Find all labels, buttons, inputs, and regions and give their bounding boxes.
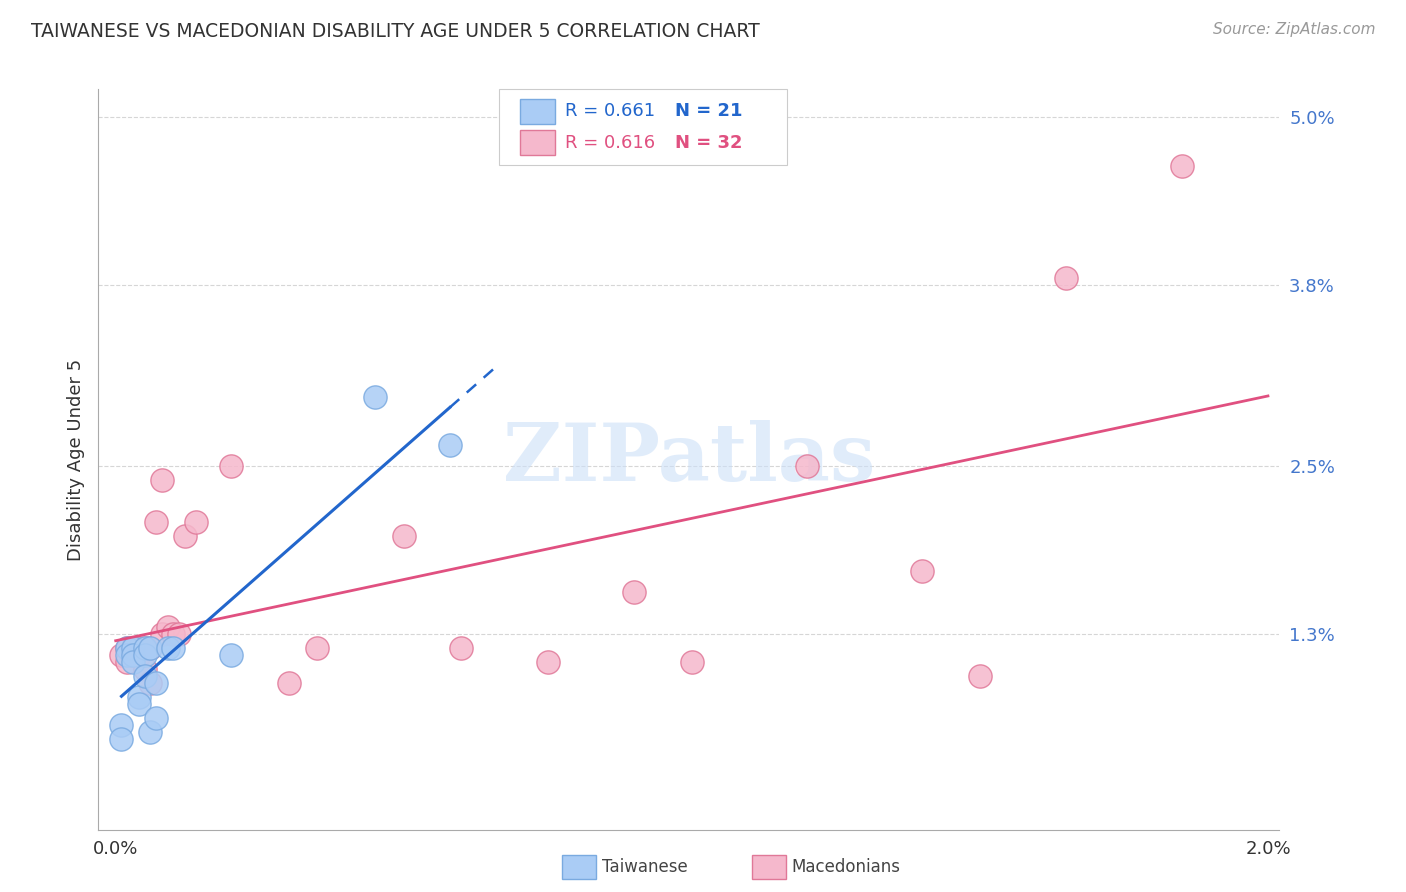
- Point: [156, 620, 179, 634]
- Point: [219, 648, 242, 662]
- Text: ZIPatlas: ZIPatlas: [503, 420, 875, 499]
- Point: [139, 640, 162, 655]
- Point: [134, 640, 156, 655]
- Point: [969, 669, 991, 683]
- Point: [134, 648, 156, 662]
- Text: N = 21: N = 21: [675, 103, 742, 120]
- Point: [122, 640, 145, 655]
- Point: [110, 731, 132, 746]
- Point: [156, 640, 179, 655]
- Point: [277, 676, 299, 690]
- Point: [162, 627, 184, 641]
- Point: [115, 655, 138, 669]
- Text: R = 0.661: R = 0.661: [565, 103, 655, 120]
- Point: [162, 640, 184, 655]
- Point: [167, 627, 190, 641]
- Point: [681, 655, 703, 669]
- Point: [911, 564, 934, 578]
- Point: [186, 515, 208, 529]
- Point: [128, 640, 150, 655]
- Text: Taiwanese: Taiwanese: [602, 858, 688, 876]
- Point: [439, 438, 461, 452]
- Point: [796, 459, 818, 474]
- Point: [145, 515, 167, 529]
- Point: [134, 640, 156, 655]
- Point: [150, 627, 173, 641]
- Point: [219, 459, 242, 474]
- Point: [134, 662, 156, 676]
- Point: [139, 640, 162, 655]
- Point: [392, 529, 415, 543]
- Point: [115, 640, 138, 655]
- Text: R = 0.616: R = 0.616: [565, 134, 655, 152]
- Y-axis label: Disability Age Under 5: Disability Age Under 5: [66, 359, 84, 560]
- Point: [122, 648, 145, 662]
- Point: [122, 648, 145, 662]
- Text: TAIWANESE VS MACEDONIAN DISABILITY AGE UNDER 5 CORRELATION CHART: TAIWANESE VS MACEDONIAN DISABILITY AGE U…: [31, 22, 759, 41]
- Point: [128, 690, 150, 704]
- Text: N = 32: N = 32: [675, 134, 742, 152]
- Point: [139, 676, 162, 690]
- Point: [145, 676, 167, 690]
- Point: [128, 648, 150, 662]
- Point: [110, 648, 132, 662]
- Text: Source: ZipAtlas.com: Source: ZipAtlas.com: [1212, 22, 1375, 37]
- Point: [134, 669, 156, 683]
- Point: [150, 473, 173, 487]
- Point: [1054, 270, 1077, 285]
- Point: [145, 711, 167, 725]
- Point: [122, 640, 145, 655]
- Point: [364, 390, 387, 404]
- Point: [537, 655, 560, 669]
- Point: [1170, 159, 1192, 173]
- Point: [115, 648, 138, 662]
- Point: [139, 724, 162, 739]
- Text: Macedonians: Macedonians: [792, 858, 901, 876]
- Point: [122, 655, 145, 669]
- Point: [623, 585, 645, 599]
- Point: [173, 529, 195, 543]
- Point: [307, 640, 329, 655]
- Point: [115, 640, 138, 655]
- Point: [450, 640, 472, 655]
- Point: [128, 697, 150, 711]
- Point: [110, 718, 132, 732]
